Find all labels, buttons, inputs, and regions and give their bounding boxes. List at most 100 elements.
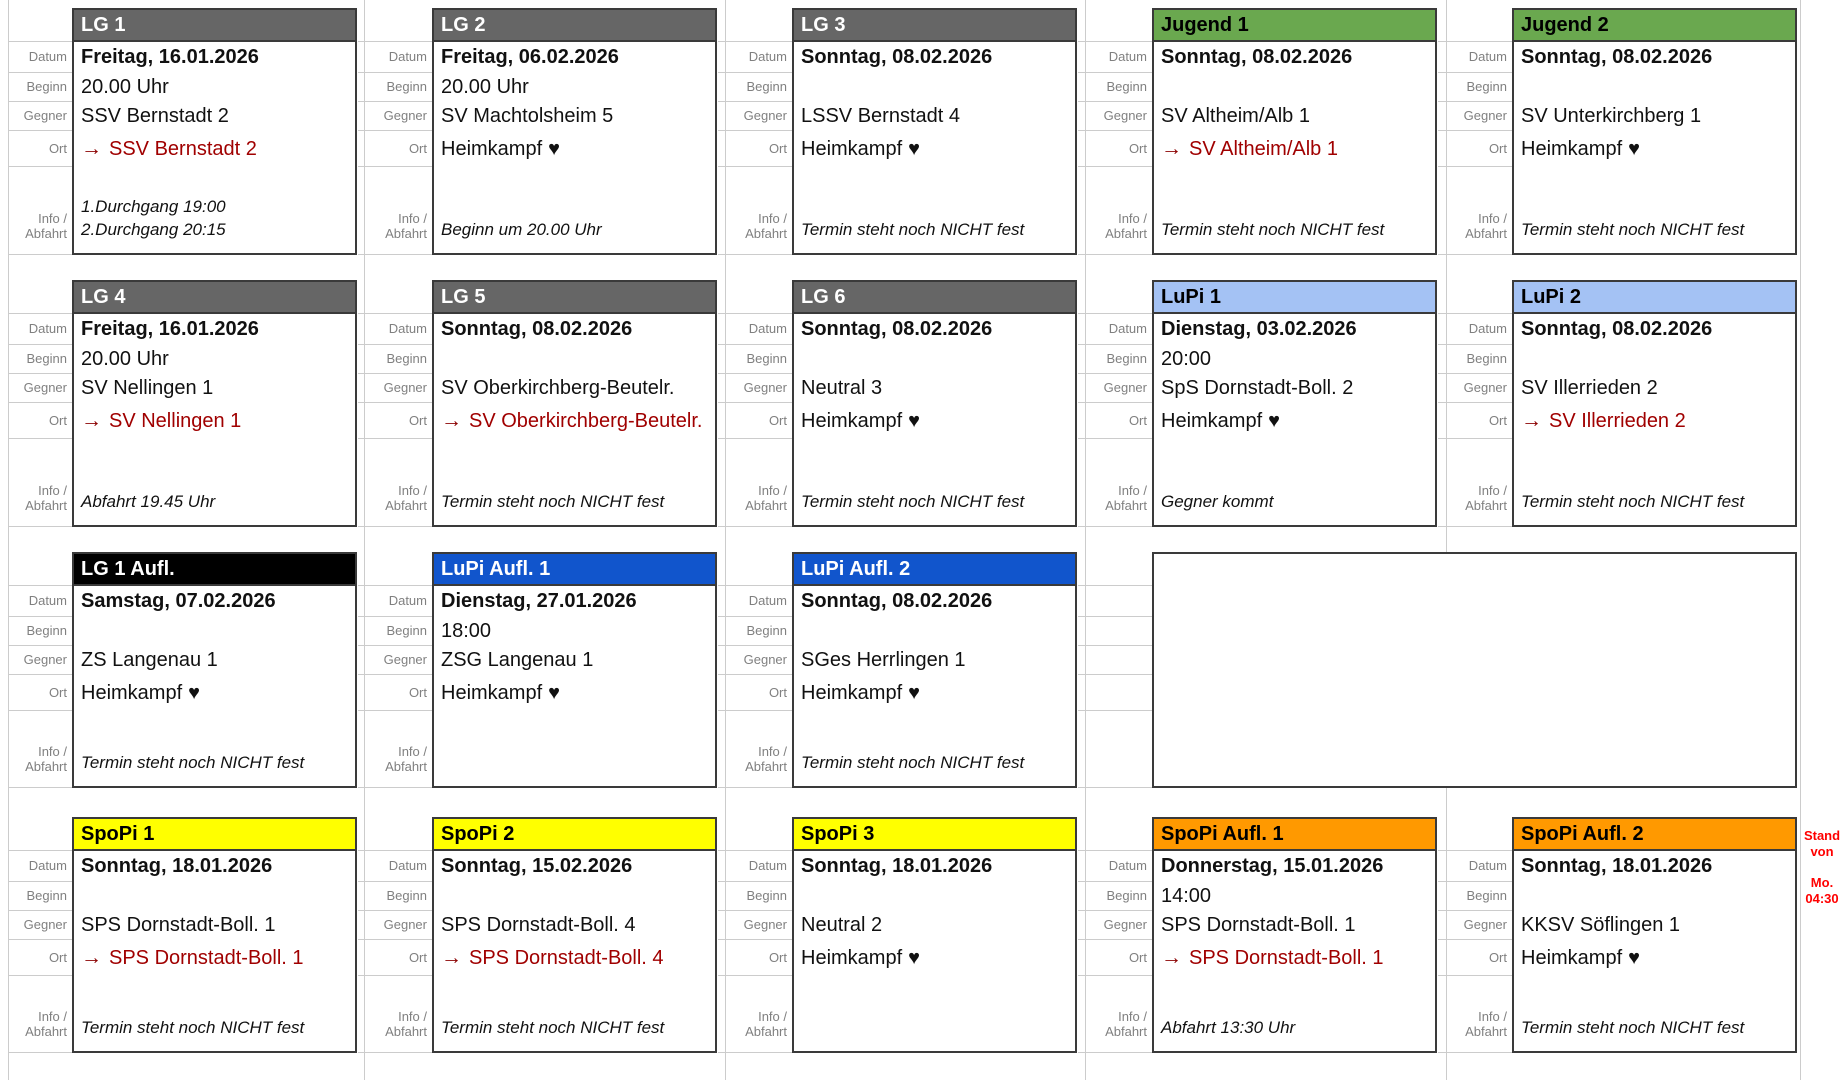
label-beginn: Beginn	[1106, 79, 1147, 95]
card-beginn	[801, 882, 1075, 911]
card-spacer	[81, 711, 355, 752]
label-datum: Datum	[388, 49, 427, 65]
heart-icon: ♥	[908, 409, 921, 432]
card-label-gutter: Datum Beginn Gegner Ort Info / Abfahrt	[718, 552, 792, 788]
card-gegner: Neutral 2	[801, 914, 883, 936]
label-beginn: Beginn	[26, 623, 67, 639]
card-beginn	[801, 73, 1075, 102]
label-datum: Datum	[748, 49, 787, 65]
card-title: LG 4	[74, 282, 355, 314]
card-ort-text: Heimkampf	[1161, 409, 1263, 432]
card-title: LG 1	[74, 10, 355, 42]
label-beginn: Beginn	[746, 79, 787, 95]
card-gegner: LSSV Bernstadt 4	[801, 105, 960, 127]
label-datum: Datum	[1468, 858, 1507, 874]
label-datum: Datum	[28, 49, 67, 65]
card-spacer	[801, 711, 1075, 752]
match-card: LG 4 Freitag, 16.01.2026 20.00 Uhr SV Ne…	[72, 280, 357, 527]
card-beginn	[441, 882, 715, 911]
label-datum: Datum	[1468, 321, 1507, 337]
label-gegner: Gegner	[383, 108, 427, 124]
match-card-block: Datum Beginn Gegner Ort Info / Abfahrt Sp…	[358, 817, 717, 1053]
card-info-line: Termin steht noch NICHT fest	[441, 491, 665, 511]
card-ort-text: SV Illerrieden 2	[1549, 409, 1686, 432]
card-spacer	[441, 976, 715, 1017]
heart-icon: ♥	[188, 681, 201, 704]
card-info: Termin steht noch NICHT fest	[81, 752, 355, 786]
card-info: Gegner kommt	[1161, 491, 1435, 525]
card-ort: → SV Nellingen 1	[81, 403, 355, 439]
card-ort-text: Heimkampf	[801, 409, 903, 432]
label-datum: Datum	[748, 321, 787, 337]
card-info: Abfahrt 13:30 Uhr	[1161, 1017, 1435, 1051]
match-card-block: Datum Beginn Gegner Ort Info / Abfahrt LG…	[358, 8, 717, 255]
card-label-gutter: Datum Beginn Gegner Ort Info / Abfahrt	[1438, 817, 1512, 1053]
label-ort: Ort	[1128, 140, 1147, 156]
card-spacer	[1161, 167, 1435, 219]
label-info-abfahrt: Info / Abfahrt	[25, 482, 67, 514]
match-card-block: Datum Beginn Gegner Ort Info / Abfahrt LG…	[9, 280, 357, 527]
label-info-abfahrt: Info / Abfahrt	[1465, 482, 1507, 514]
match-card-block: Datum Beginn Gegner Ort Info / Abfahrt Lu…	[718, 552, 1077, 788]
card-title: SpoPi Aufl. 1	[1154, 819, 1435, 851]
card-ort-text: Heimkampf	[801, 681, 903, 704]
card-ort-text: SSV Bernstadt 2	[109, 137, 257, 160]
card-ort: → SV Oberkirchberg-Beutelr.	[441, 403, 715, 439]
gutter-header-spacer	[9, 552, 72, 586]
card-spacer	[81, 167, 355, 196]
card-title: LG 5	[434, 282, 715, 314]
label-gegner: Gegner	[1103, 380, 1147, 396]
heart-icon: ♥	[908, 137, 921, 160]
label-gegner: Gegner	[23, 108, 67, 124]
card-beginn: 14:00	[1161, 885, 1212, 907]
label-ort: Ort	[408, 140, 427, 156]
card-ort-text: Heimkampf	[441, 681, 543, 704]
label-info-abfahrt: Info / Abfahrt	[745, 482, 787, 514]
card-datum: Dienstag, 03.02.2026	[1161, 318, 1357, 340]
card-spacer	[801, 976, 1075, 1039]
stand-note-line2: Mo. 04:30	[1805, 874, 1839, 906]
label-gegner: Gegner	[383, 380, 427, 396]
label-info-abfahrt: Info / Abfahrt	[385, 743, 427, 775]
card-ort-text: SPS Dornstadt-Boll. 4	[469, 946, 664, 969]
card-info: Termin steht noch NICHT fest	[801, 491, 1075, 525]
match-card-block	[1078, 552, 1152, 788]
card-info-line: Termin steht noch NICHT fest	[441, 1017, 665, 1037]
card-beginn	[81, 882, 355, 911]
card-info-line: Termin steht noch NICHT fest	[1161, 219, 1385, 239]
card-label-gutter: Datum Beginn Gegner Ort Info / Abfahrt	[1078, 8, 1152, 255]
heart-icon: ♥	[908, 946, 921, 969]
label-beginn: Beginn	[1466, 79, 1507, 95]
stand-note-gap	[1801, 861, 1843, 875]
card-info-line: Termin steht noch NICHT fest	[81, 752, 305, 772]
label-beginn: Beginn	[746, 351, 787, 367]
card-spacer	[1161, 439, 1435, 491]
match-card: LG 3 Sonntag, 08.02.2026 LSSV Bernstadt …	[792, 8, 1077, 255]
label-ort: Ort	[768, 949, 787, 965]
gutter-header-spacer	[358, 552, 432, 586]
card-spacer	[1161, 976, 1435, 1017]
card-spacer	[1521, 439, 1795, 491]
card-ort: Heimkampf ♥	[801, 403, 1075, 439]
label-ort: Ort	[48, 140, 67, 156]
card-info-line: Termin steht noch NICHT fest	[801, 491, 1025, 511]
card-spacer	[441, 439, 715, 491]
match-card-block: Datum Beginn Gegner Ort Info / Abfahrt Ju…	[1078, 8, 1437, 255]
gutter-header-spacer	[718, 8, 792, 42]
label-datum: Datum	[748, 858, 787, 874]
card-info: Termin steht noch NICHT fest	[1161, 219, 1435, 253]
card-ort: Heimkampf ♥	[801, 675, 1075, 711]
card-gegner: SPS Dornstadt-Boll. 1	[81, 914, 276, 936]
card-title: Jugend 1	[1154, 10, 1435, 42]
gutter-header-spacer	[358, 280, 432, 314]
label-gegner: Gegner	[1103, 917, 1147, 933]
match-card-block: Datum Beginn Gegner Ort Info / Abfahrt Lu…	[358, 552, 717, 788]
label-gegner: Gegner	[1103, 108, 1147, 124]
card-ort: → SPS Dornstadt-Boll. 4	[441, 940, 715, 976]
card-title: SpoPi Aufl. 2	[1514, 819, 1795, 851]
grid-line	[1800, 0, 1801, 1080]
card-gegner: SSV Bernstadt 2	[81, 105, 229, 127]
gutter-header-spacer	[358, 8, 432, 42]
gutter-header-spacer	[1078, 8, 1152, 42]
label-gegner: Gegner	[743, 380, 787, 396]
